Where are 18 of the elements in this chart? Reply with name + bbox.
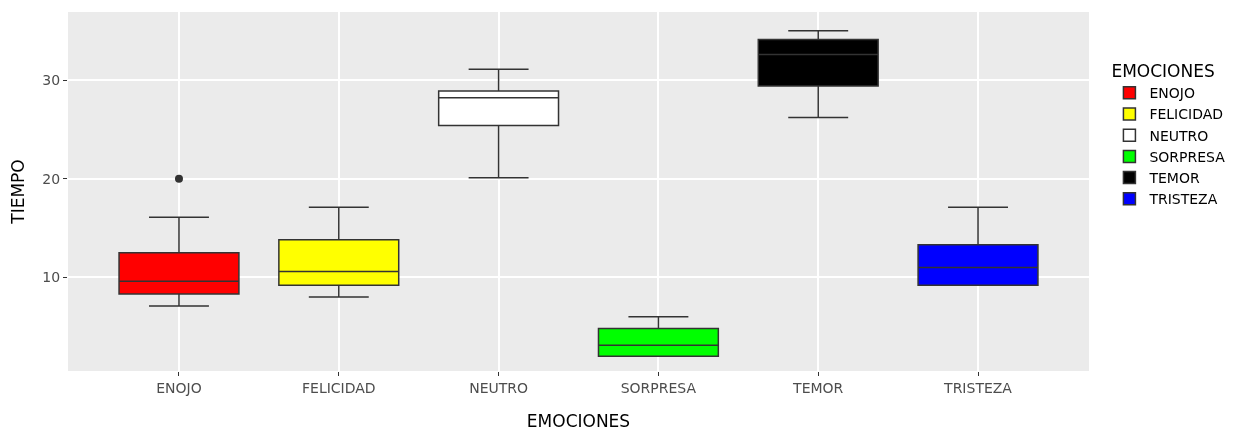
x-tick-label: FELICIDAD [301,379,376,396]
legend-label: NEUTRO [1149,127,1209,144]
x-axis-title: EMOCIONES [526,411,631,431]
y-tick-label: 30 [42,71,61,88]
x-tick-label: SORPRESA [620,379,697,396]
y-axis-title: TIEMPO [8,159,28,225]
y-tick-label: 10 [42,269,61,286]
x-tick-label: ENOJO [156,379,202,396]
legend-label: SORPRESA [1149,148,1226,165]
legend-label: ENOJO [1149,85,1195,102]
x-tick-label: TRISTEZA [943,379,1013,396]
legend-label: TEMOR [1148,170,1200,187]
x-tick-label: TEMOR [792,379,844,396]
x-tick-label: NEUTRO [469,379,529,396]
legend-title: EMOCIONES [1111,61,1215,82]
legend-label: TRISTEZA [1148,191,1218,208]
y-tick-label: 20 [42,170,61,187]
legend-label: FELICIDAD [1149,106,1224,123]
